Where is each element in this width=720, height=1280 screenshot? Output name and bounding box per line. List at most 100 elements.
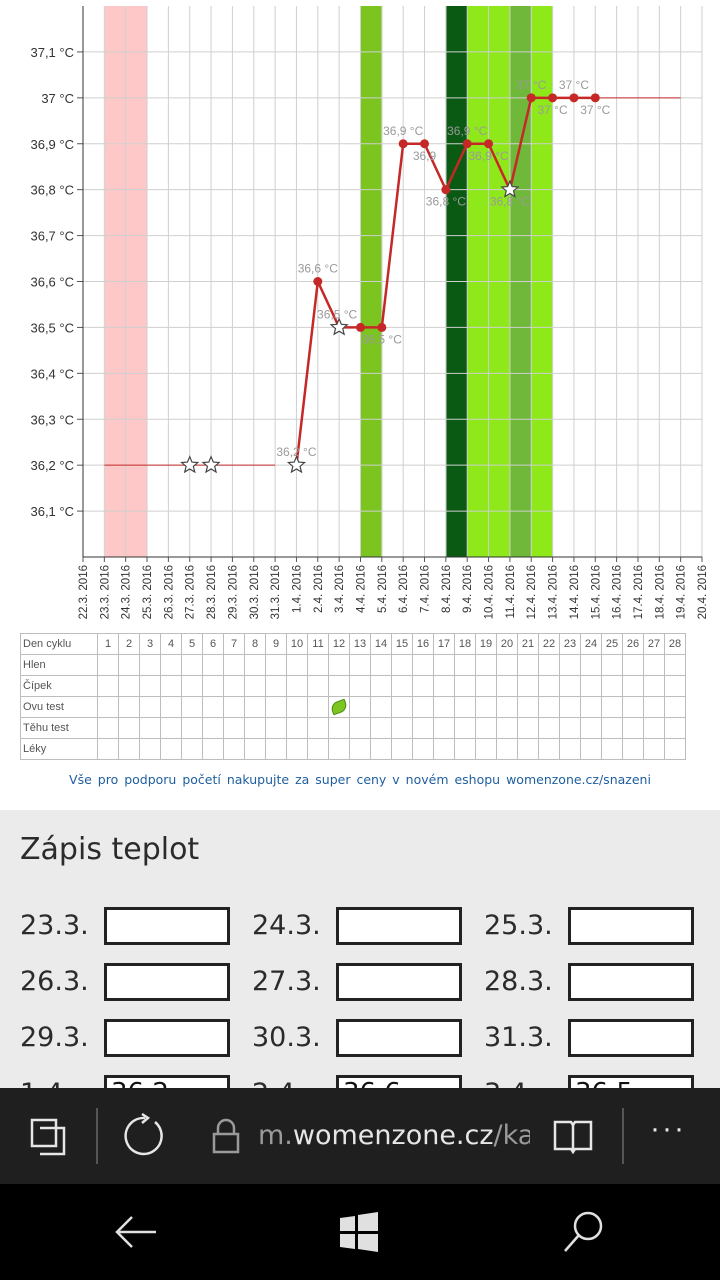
back-arrow-icon[interactable]: [112, 1212, 160, 1252]
cycle-cell[interactable]: [538, 696, 560, 718]
temp-input[interactable]: [104, 1019, 230, 1057]
cycle-cell[interactable]: [622, 717, 644, 739]
cycle-cell[interactable]: [559, 675, 581, 697]
cycle-cell[interactable]: [601, 717, 623, 739]
cycle-cell[interactable]: [97, 675, 119, 697]
cycle-cell[interactable]: [391, 675, 413, 697]
cycle-cell[interactable]: [412, 738, 434, 760]
cycle-cell[interactable]: [517, 738, 539, 760]
temp-input[interactable]: [104, 907, 230, 945]
cycle-cell[interactable]: [181, 717, 203, 739]
cycle-cell[interactable]: [307, 717, 329, 739]
cycle-cell[interactable]: [244, 696, 266, 718]
cycle-cell[interactable]: [223, 696, 245, 718]
cycle-cell[interactable]: [244, 717, 266, 739]
cycle-cell[interactable]: [328, 738, 350, 760]
cycle-cell[interactable]: [286, 738, 308, 760]
cycle-cell[interactable]: [244, 654, 266, 676]
temp-input[interactable]: 36,2: [104, 1075, 230, 1090]
cycle-cell[interactable]: [160, 696, 182, 718]
cycle-cell[interactable]: [370, 717, 392, 739]
cycle-cell[interactable]: [622, 654, 644, 676]
cycle-cell[interactable]: [412, 654, 434, 676]
cycle-cell[interactable]: [307, 696, 329, 718]
cycle-cell[interactable]: [307, 654, 329, 676]
cycle-cell[interactable]: [580, 654, 602, 676]
cycle-cell[interactable]: [370, 738, 392, 760]
cycle-cell[interactable]: [349, 654, 371, 676]
cycle-cell[interactable]: [370, 696, 392, 718]
cycle-cell[interactable]: [454, 696, 476, 718]
cycle-cell[interactable]: [391, 717, 413, 739]
cycle-cell[interactable]: [433, 696, 455, 718]
cycle-cell[interactable]: [265, 717, 287, 739]
temp-input[interactable]: [568, 907, 694, 945]
cycle-cell[interactable]: [496, 738, 518, 760]
cycle-cell[interactable]: [496, 675, 518, 697]
cycle-cell[interactable]: [601, 696, 623, 718]
cycle-cell[interactable]: [139, 654, 161, 676]
promo-link[interactable]: Vše pro podporu početí nakupujte za supe…: [69, 772, 651, 787]
cycle-cell[interactable]: [454, 675, 476, 697]
cycle-cell[interactable]: [202, 738, 224, 760]
cycle-cell[interactable]: [181, 738, 203, 760]
cycle-cell[interactable]: [160, 654, 182, 676]
cycle-cell[interactable]: [433, 675, 455, 697]
cycle-cell[interactable]: [580, 738, 602, 760]
tabs-icon[interactable]: [28, 1116, 68, 1156]
cycle-cell[interactable]: [496, 717, 518, 739]
cycle-cell[interactable]: [349, 696, 371, 718]
cycle-cell[interactable]: [496, 654, 518, 676]
reading-view-icon[interactable]: [552, 1116, 594, 1156]
cycle-cell[interactable]: [517, 654, 539, 676]
cycle-cell[interactable]: [643, 675, 665, 697]
cycle-cell[interactable]: [517, 675, 539, 697]
cycle-cell[interactable]: [496, 696, 518, 718]
cycle-cell[interactable]: [580, 717, 602, 739]
cycle-cell[interactable]: [391, 696, 413, 718]
cycle-cell[interactable]: [139, 675, 161, 697]
cycle-cell[interactable]: [622, 675, 644, 697]
cycle-cell[interactable]: [286, 654, 308, 676]
cycle-cell[interactable]: [223, 675, 245, 697]
cycle-cell[interactable]: [517, 696, 539, 718]
cycle-cell[interactable]: [475, 696, 497, 718]
cycle-cell[interactable]: [454, 738, 476, 760]
cycle-cell[interactable]: [370, 675, 392, 697]
windows-icon[interactable]: [338, 1212, 380, 1252]
cycle-cell[interactable]: [580, 696, 602, 718]
cycle-cell[interactable]: [160, 738, 182, 760]
cycle-cell[interactable]: [118, 696, 140, 718]
cycle-cell[interactable]: [412, 675, 434, 697]
cycle-cell[interactable]: [286, 696, 308, 718]
cycle-cell[interactable]: [664, 696, 686, 718]
cycle-cell[interactable]: [643, 738, 665, 760]
temp-input[interactable]: [336, 963, 462, 1001]
cycle-cell[interactable]: [286, 675, 308, 697]
temp-input[interactable]: 36,5: [568, 1075, 694, 1090]
cycle-cell[interactable]: [391, 654, 413, 676]
cycle-cell[interactable]: [559, 654, 581, 676]
cycle-cell[interactable]: [454, 717, 476, 739]
cycle-cell[interactable]: [328, 675, 350, 697]
cycle-cell[interactable]: [118, 654, 140, 676]
cycle-cell[interactable]: [580, 675, 602, 697]
cycle-cell[interactable]: [391, 738, 413, 760]
cycle-cell[interactable]: [433, 717, 455, 739]
cycle-cell[interactable]: [622, 696, 644, 718]
cycle-cell[interactable]: [538, 654, 560, 676]
cycle-cell[interactable]: [307, 675, 329, 697]
cycle-cell[interactable]: [538, 675, 560, 697]
cycle-cell[interactable]: [181, 654, 203, 676]
cycle-cell[interactable]: [160, 717, 182, 739]
cycle-cell[interactable]: [349, 738, 371, 760]
cycle-cell[interactable]: [433, 738, 455, 760]
cycle-cell[interactable]: [643, 717, 665, 739]
cycle-cell[interactable]: [97, 738, 119, 760]
cycle-cell[interactable]: [517, 717, 539, 739]
cycle-cell[interactable]: [202, 654, 224, 676]
cycle-cell[interactable]: [265, 675, 287, 697]
cycle-cell[interactable]: [223, 654, 245, 676]
cycle-cell[interactable]: [286, 717, 308, 739]
temp-input[interactable]: [104, 963, 230, 1001]
